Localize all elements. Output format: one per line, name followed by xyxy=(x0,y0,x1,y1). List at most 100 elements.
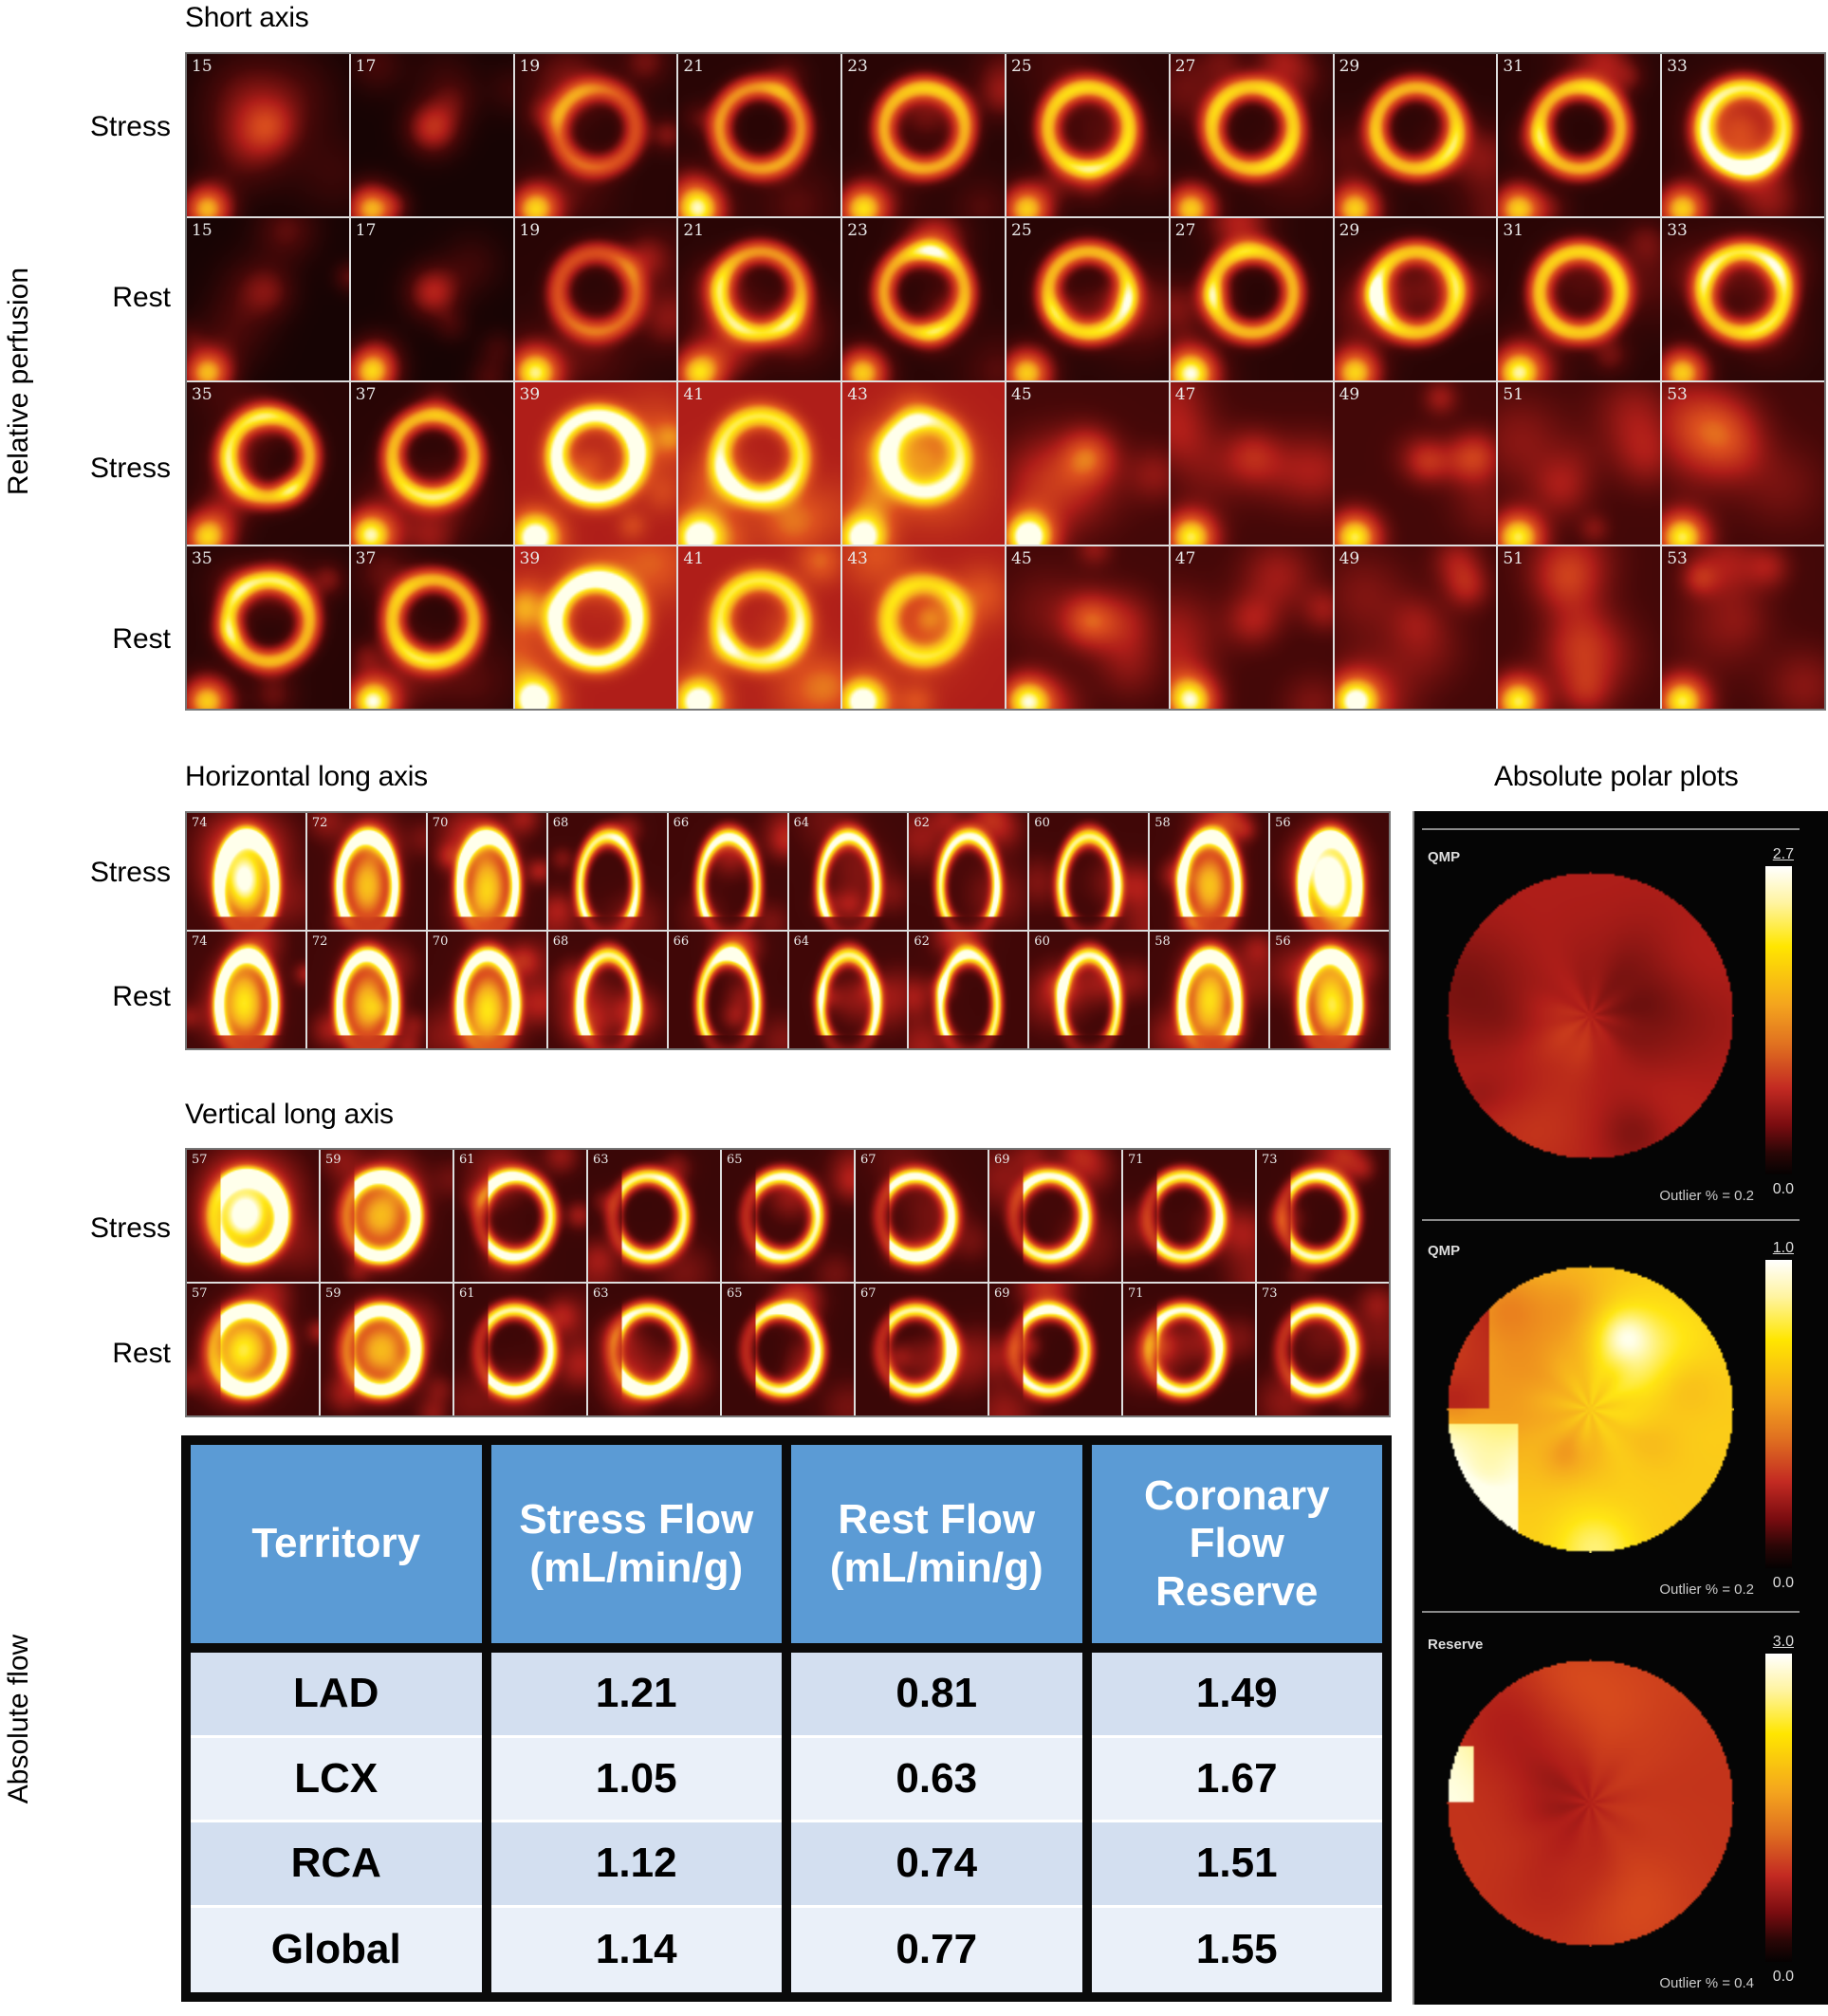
slice-number: 47 xyxy=(1174,385,1196,404)
slice-image xyxy=(668,813,787,930)
slice-number: 65 xyxy=(727,1286,743,1301)
slice-number: 71 xyxy=(1128,1286,1144,1301)
slice-number: 41 xyxy=(683,385,705,404)
slice-number: 53 xyxy=(1667,385,1688,404)
slice-cell: 64 xyxy=(788,932,908,1048)
header-text-line: Reserve xyxy=(1155,1567,1319,1615)
value-cell: 1.12 xyxy=(490,1822,782,1908)
slice-image xyxy=(1150,813,1269,930)
polar-map xyxy=(1445,870,1734,1159)
vertical-long-axis-grid: 57 59 61 63 65 67 69 71 73 57 59 61 63 65 67 69 71 73 xyxy=(185,1148,1391,1417)
slice-image xyxy=(588,1284,720,1415)
short-axis-title: Short axis xyxy=(185,2,309,33)
hla-row-label-2: Rest xyxy=(112,981,171,1012)
slice-number: 60 xyxy=(1034,816,1050,830)
slice-number: 31 xyxy=(1503,57,1524,76)
table-header-cell: Rest Flow (mL/min/g) xyxy=(791,1445,1082,1643)
slice-number: 62 xyxy=(914,934,930,949)
table-header-cell: Territory xyxy=(191,1445,482,1643)
slice-cell: 51 xyxy=(1498,546,1661,709)
horizontal-long-axis-grid: 74 72 70 68 66 64 62 60 58 56 74 72 70 68 66 64 62 60 58 56 xyxy=(185,811,1391,1050)
slice-image xyxy=(1498,546,1661,709)
slice-cell: 56 xyxy=(1270,813,1389,930)
sa-row-label-4: Rest xyxy=(112,623,171,655)
slice-cell: 60 xyxy=(1029,813,1149,930)
color-scale-min: 0.0 xyxy=(1772,1575,1794,1591)
slice-image xyxy=(514,54,677,216)
slice-image xyxy=(1334,218,1497,380)
slice-cell: 62 xyxy=(909,932,1028,1048)
slice-image xyxy=(1662,218,1824,380)
territory-cell: RCA xyxy=(191,1822,482,1908)
slice-image xyxy=(1270,813,1389,930)
slice-image xyxy=(989,1284,1121,1415)
vla-row-label-1: Stress xyxy=(89,1212,171,1244)
slice-cell: 72 xyxy=(306,813,426,930)
slice-number: 43 xyxy=(847,549,868,568)
slice-image xyxy=(909,813,1028,930)
slice-number: 19 xyxy=(519,57,541,76)
header-text-line: (mL/min/g) xyxy=(829,1544,1043,1591)
color-scale-max: 1.0 xyxy=(1772,1240,1794,1256)
slice-image xyxy=(1662,382,1824,545)
value-cell: 1.51 xyxy=(1091,1822,1382,1908)
slice-image xyxy=(187,54,349,216)
slice-number: 63 xyxy=(593,1286,609,1301)
slice-cell: 64 xyxy=(788,813,908,930)
slice-image xyxy=(909,932,1028,1048)
slice-cell: 51 xyxy=(1498,382,1661,545)
slice-cell: 45 xyxy=(1006,382,1169,545)
slice-number: 73 xyxy=(1262,1153,1278,1167)
slice-number: 69 xyxy=(994,1153,1010,1167)
slice-cell: 23 xyxy=(842,54,1005,216)
slice-image xyxy=(1170,382,1333,545)
slice-number: 73 xyxy=(1262,1286,1278,1301)
slice-image xyxy=(321,1284,452,1415)
slice-image xyxy=(187,932,305,1048)
slice-image xyxy=(1498,218,1661,380)
slice-cell: 17 xyxy=(350,218,513,380)
slice-number: 59 xyxy=(325,1286,342,1301)
territory-cell: LCX xyxy=(191,1737,482,1822)
slice-cell: 66 xyxy=(668,932,787,1048)
slice-number: 64 xyxy=(793,816,810,830)
value-cell: 0.77 xyxy=(791,1907,1082,1992)
slice-number: 37 xyxy=(355,385,377,404)
slice-cell: 33 xyxy=(1662,54,1824,216)
slice-number: 19 xyxy=(519,221,541,240)
slice-image xyxy=(668,932,787,1048)
slice-image xyxy=(350,382,513,545)
slice-cell: 74 xyxy=(187,932,305,1048)
slice-number: 58 xyxy=(1154,816,1171,830)
value-cell: 1.21 xyxy=(490,1653,782,1738)
slice-number: 58 xyxy=(1154,934,1171,949)
slice-image xyxy=(788,932,908,1048)
slice-image xyxy=(1006,218,1169,380)
slice-image xyxy=(1498,54,1661,216)
slice-image xyxy=(1123,1284,1255,1415)
slice-cell: 53 xyxy=(1662,382,1824,545)
slice-number: 59 xyxy=(325,1153,342,1167)
slice-cell: 67 xyxy=(856,1284,988,1415)
slice-image xyxy=(1257,1284,1389,1415)
color-scale-bar xyxy=(1765,1260,1792,1568)
slice-cell: 43 xyxy=(842,546,1005,709)
slice-cell: 25 xyxy=(1006,218,1169,380)
slice-image xyxy=(1270,932,1389,1048)
table-header-cell: Stress Flow (mL/min/g) xyxy=(490,1445,782,1643)
slice-cell: 60 xyxy=(1029,932,1149,1048)
slice-cell: 49 xyxy=(1334,546,1497,709)
polar-separator xyxy=(1422,1219,1800,1221)
slice-cell: 73 xyxy=(1257,1284,1389,1415)
slice-number: 43 xyxy=(847,385,868,404)
absolute-flow-table: Territory Stress Flow (mL/min/g) Rest Flow(… xyxy=(181,1435,1392,2002)
sa-row-label-1: Stress xyxy=(89,111,171,142)
vla-row-label-2: Rest xyxy=(112,1338,171,1369)
slice-image xyxy=(187,1284,319,1415)
slice-image xyxy=(1006,54,1169,216)
slice-number: 35 xyxy=(192,549,212,568)
polar-separator xyxy=(1422,828,1800,830)
slice-image xyxy=(678,546,841,709)
polar-separator xyxy=(1422,1611,1800,1613)
slice-image xyxy=(842,382,1005,545)
